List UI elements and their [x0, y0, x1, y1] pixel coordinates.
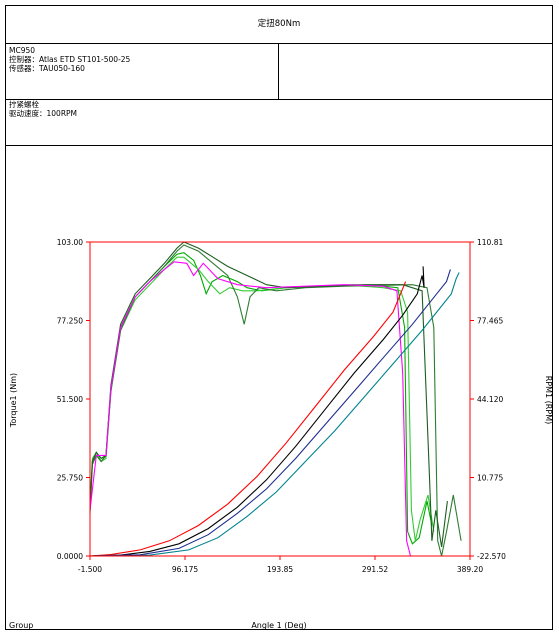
- y-axis-label: Torque1 (Nm): [9, 373, 18, 428]
- y-tick-label: 103.00: [57, 238, 83, 247]
- y-tick-label: 77.250: [57, 317, 83, 326]
- x-tick-label: -1.500: [78, 565, 102, 574]
- series-line-2: [89, 256, 435, 541]
- sensor-text: 传感器：TAU050-160: [9, 64, 85, 73]
- group-label: Group: [9, 621, 33, 630]
- y-tick-label: 51.500: [57, 395, 83, 404]
- x-axis-label: Angle 1 (Deg): [251, 621, 306, 630]
- series-line-7: [89, 266, 425, 557]
- x-tick-label: 96.175: [172, 565, 198, 574]
- info-divider: [278, 43, 279, 100]
- y2-tick-label: -22.570: [477, 552, 506, 561]
- x-tick-label: 193.85: [267, 565, 293, 574]
- series-line-5: [89, 261, 412, 557]
- controller-text: 控制器：Atlas ETD ST101-500-25: [9, 55, 131, 64]
- model-text: MC950: [9, 46, 36, 55]
- series-line-9: [89, 269, 451, 557]
- y2-tick-label: 10.775: [477, 474, 503, 483]
- y2-tick-label: 44.120: [477, 395, 503, 404]
- speed-text: 驱动速度：100RPM: [9, 109, 78, 118]
- series-line-6: [89, 281, 407, 557]
- y2-tick-label: 110.81: [477, 238, 503, 247]
- y2-tick-label: 77.465: [477, 317, 503, 326]
- operation-text: 拧紧螺栓: [9, 100, 39, 109]
- x-tick-label: 291.52: [362, 565, 388, 574]
- y-tick-label: 0.0000: [57, 552, 83, 561]
- y2-axis-label: RPM1 (RPM): [544, 376, 553, 424]
- x-tick-label: 389.20: [457, 565, 483, 574]
- y-tick-label: 25.750: [57, 474, 83, 483]
- series-line-1: [89, 252, 433, 545]
- report-title: 定扭80Nm: [257, 19, 301, 29]
- footer-line: [5, 629, 553, 630]
- series-line-8: [89, 272, 460, 557]
